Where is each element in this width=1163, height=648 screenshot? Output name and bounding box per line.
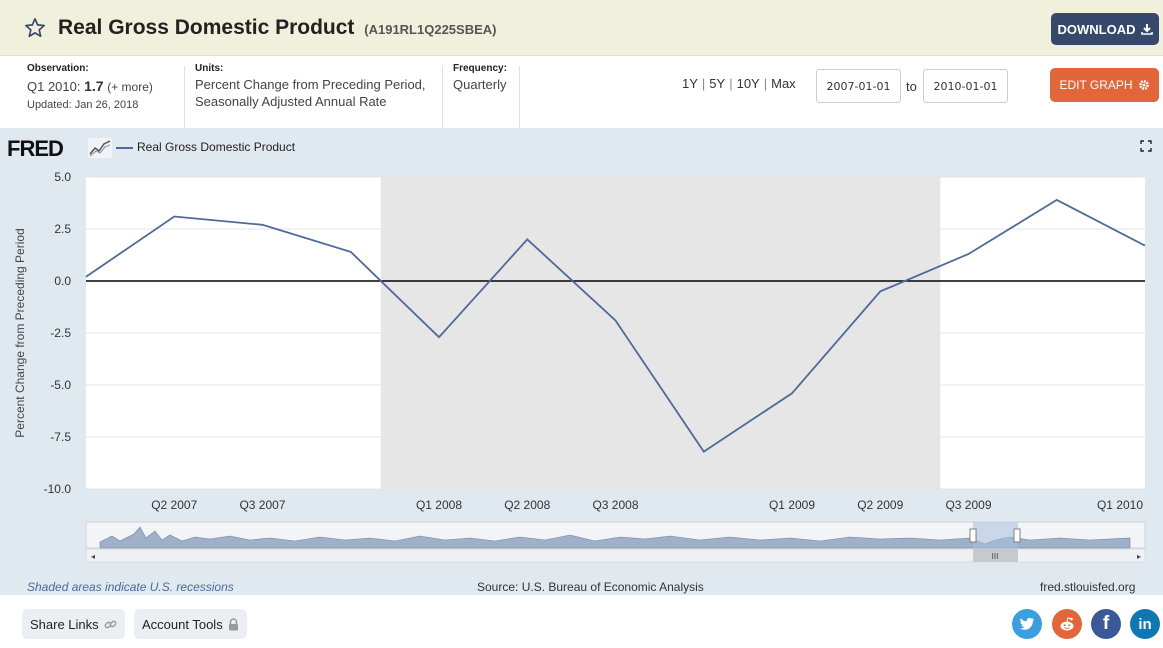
page-title: Real Gross Domestic Product (A191RL1Q225… [58,16,496,40]
observation-more-link[interactable]: (+ more) [107,80,153,94]
download-label: DOWNLOAD [1057,21,1136,37]
download-icon [1140,24,1153,35]
observation-block: Observation: Q1 2010: 1.7 (+ more) Updat… [27,63,153,127]
updated-date: Updated: Jan 26, 2018 [27,99,139,111]
data-point-q1-2007[interactable] [83,274,89,280]
units-label: Units: [195,63,224,74]
data-point-q4-2008[interactable] [701,449,707,455]
recession-note: Shaded areas indicate U.S. recessions [27,580,234,594]
y-tick-label: 0.0 [54,274,71,288]
divider [184,66,185,128]
end-date-input[interactable]: 2010-01-01 [923,69,1008,103]
series-title: Real Gross Domestic Product [58,16,355,39]
link-icon [104,620,117,628]
linkedin-icon[interactable]: in [1130,609,1160,639]
title-bar: Real Gross Domestic Product (A191RL1Q225… [0,0,1163,56]
observation-value: 1.7 [84,78,104,94]
scrollbar-thumb [973,549,1018,562]
y-tick-label: -7.5 [50,430,71,444]
edit-graph-label: EDIT GRAPH [1059,78,1133,92]
series-id: (A191RL1Q225SBEA) [364,22,497,37]
range-10y[interactable]: 10Y [736,76,760,91]
fred-logo: FRED [7,136,64,161]
x-tick-label: Q2 2008 [504,498,550,512]
y-tick-label: 2.5 [54,222,71,236]
series-line-real-gdp [85,198,1146,453]
navigator-left-handle [969,528,977,543]
frequency-value: Quarterly [453,77,507,92]
x-tick-label: Q1 2008 [416,498,462,512]
source-note: Source: U.S. Bureau of Economic Analysis [477,580,704,594]
range-max[interactable]: Max [771,76,796,91]
observation-period: Q1 2010: [27,79,81,94]
x-tick-label: Q2 2009 [857,498,903,512]
scrollbar-grip-icon: III [992,552,999,561]
divider [442,66,443,128]
x-tick-label: Q1 2009 [769,498,815,512]
lock-icon [228,617,238,630]
site-link[interactable]: fred.stlouisfed.org [1040,580,1136,594]
data-point-q4-2009[interactable] [1054,197,1060,203]
x-tick-label: Q1 2010 [1097,498,1143,512]
navigator-selection [973,522,1018,548]
data-point-q4-2007[interactable] [348,249,354,255]
observation-label: Observation: [27,63,89,74]
edit-graph-button[interactable]: EDIT GRAPH [1050,68,1159,102]
reddit-alien-icon [1060,617,1074,631]
star-icon[interactable] [24,17,46,39]
gear-icon [1138,80,1149,90]
twitter-icon[interactable] [1012,609,1042,639]
range-5y[interactable]: 5Y [709,76,726,91]
data-point-q1-2008[interactable] [436,334,442,340]
y-tick-label: 5.0 [54,170,71,184]
x-tick-label: Q2 2007 [151,498,197,512]
range-buttons: 1Y | 5Y | 10Y | Max [682,76,796,91]
facebook-icon[interactable]: f [1091,609,1121,639]
download-button[interactable]: DOWNLOAD [1051,13,1159,45]
y-tick-label: -5.0 [50,378,71,392]
observation-value-line: Q1 2010: 1.7 (+ more) [27,78,153,96]
data-point-q3-2009[interactable] [966,251,972,257]
share-links-label: Share Links [30,616,99,632]
gdp-line-chart: 5.0 2.5 0.0 -2.5 -5.0 -7.5 -10.0 Q2 2007 Q3 200… [13,170,1148,563]
y-axis-label: Percent Change from Preceding Period [13,228,27,437]
start-date-input[interactable]: 2007-01-01 [816,69,901,103]
share-links-button[interactable]: Share Links [22,609,125,639]
data-point-q2-2008[interactable] [524,236,530,242]
data-point-q1-2010[interactable] [1142,243,1148,249]
data-point-q2-2009[interactable] [877,288,883,294]
fred-chart-logo-icon [88,138,112,158]
account-tools-button[interactable]: Account Tools [134,609,247,639]
frequency-label: Frequency: [453,63,507,74]
range-1y[interactable]: 1Y [682,76,698,91]
data-point-q2-2007[interactable] [171,214,177,220]
legend-swatch [116,147,133,149]
expand-icon[interactable] [1140,140,1152,152]
x-tick-label: Q3 2007 [239,498,285,512]
x-tick-label: Q3 2008 [592,498,638,512]
scroll-right-arrow-icon: ▸ [1137,552,1141,561]
frequency-block: Frequency: Quarterly [453,63,507,127]
graph-panel: FRED Real Gross Domestic Product 5.0 2.5 0… [0,128,1163,595]
data-point-q3-2008[interactable] [613,318,619,324]
account-tools-label: Account Tools [142,616,223,632]
navigator-right-handle [1013,528,1021,543]
units-line-2: Seasonally Adjusted Annual Rate [195,94,387,109]
scroll-left-arrow-icon: ◂ [91,552,95,561]
reddit-icon[interactable] [1052,609,1082,639]
to-label: to [906,79,917,94]
y-tick-label: -10.0 [44,482,72,496]
data-point-q3-2007[interactable] [260,222,266,228]
divider [519,66,520,128]
units-line-1: Percent Change from Preceding Period, [195,77,426,92]
scrollbar-track [85,548,1146,563]
legend-label: Real Gross Domestic Product [137,140,296,154]
data-point-q1-2009[interactable] [789,390,795,396]
y-tick-label: -2.5 [50,326,71,340]
x-tick-label: Q3 2009 [945,498,991,512]
twitter-bird-icon [1019,617,1034,630]
units-block: Units: Percent Change from Preceding Per… [195,63,426,127]
